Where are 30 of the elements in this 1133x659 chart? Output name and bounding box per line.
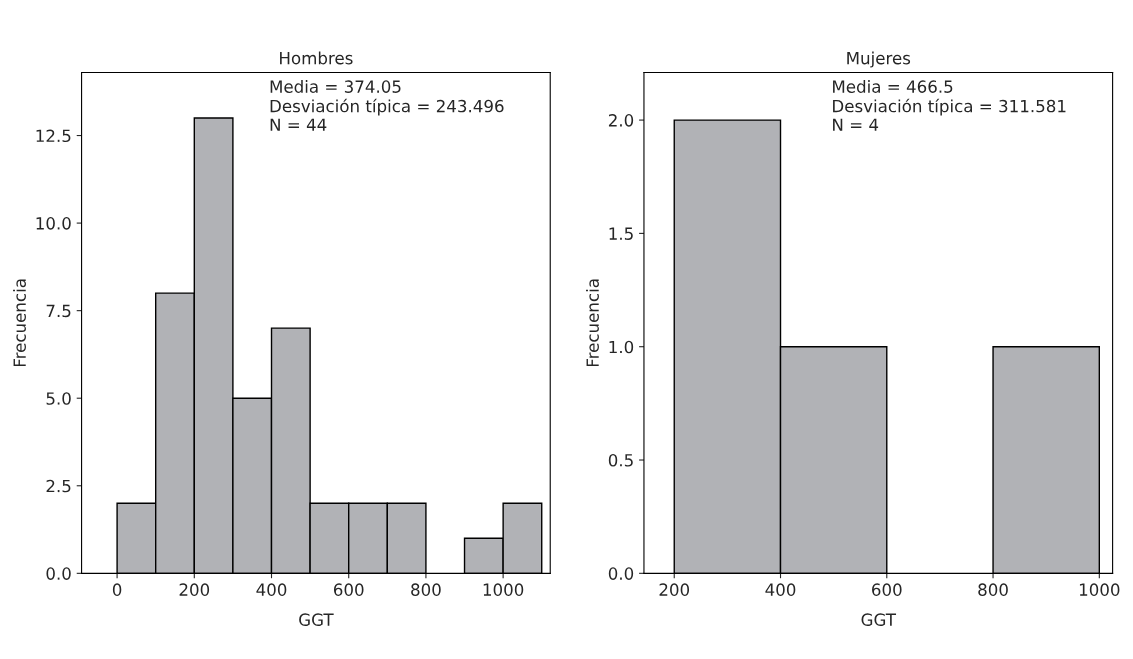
x-tick-label: 1000: [1079, 583, 1120, 596]
x-tick-label: 800: [411, 583, 441, 596]
x-axis-title: GGT: [299, 613, 334, 626]
y-tick-label: 2.0: [608, 114, 634, 127]
x-tick-label: 0: [112, 583, 122, 596]
x-tick-label: 200: [659, 583, 690, 596]
x-tick-label: 200: [179, 583, 210, 596]
y-tick-label: 0.5: [608, 453, 633, 467]
y-tick-label: 1.5: [609, 227, 633, 240]
x-axis-title: GGT: [861, 613, 897, 626]
x-tick-label: 1000: [483, 583, 524, 596]
x-tick-label: 800: [978, 583, 1008, 596]
chart-title: Hombres: [280, 51, 353, 65]
y-tick-label: 2.5: [46, 479, 71, 493]
annotation: Media = 374.05 Desviación típica = 243.496 N = 44: [270, 80, 504, 131]
x-tick-label: 400: [256, 583, 287, 596]
y-tick-label: 0.0: [608, 567, 634, 580]
y-tick-label: 7.5: [46, 304, 71, 318]
y-tick-label: 12.5: [36, 129, 71, 143]
chart-title: Mujeres: [847, 51, 911, 68]
y-axis-title: Frecuencia: [586, 279, 599, 367]
y-tick-label: 10.0: [36, 217, 71, 230]
y-axis-title: Frecuencia: [13, 279, 26, 367]
x-tick-label: 600: [333, 583, 364, 596]
x-tick-label: 600: [872, 583, 902, 596]
y-tick-label: 0.0: [46, 567, 71, 580]
annotation: Media = 466.5 Desviación típica = 311.581 N = 4: [833, 80, 1066, 131]
y-tick-label: 1.0: [609, 340, 634, 354]
y-tick-label: 5.0: [46, 392, 71, 405]
x-tick-label: 400: [765, 583, 796, 596]
